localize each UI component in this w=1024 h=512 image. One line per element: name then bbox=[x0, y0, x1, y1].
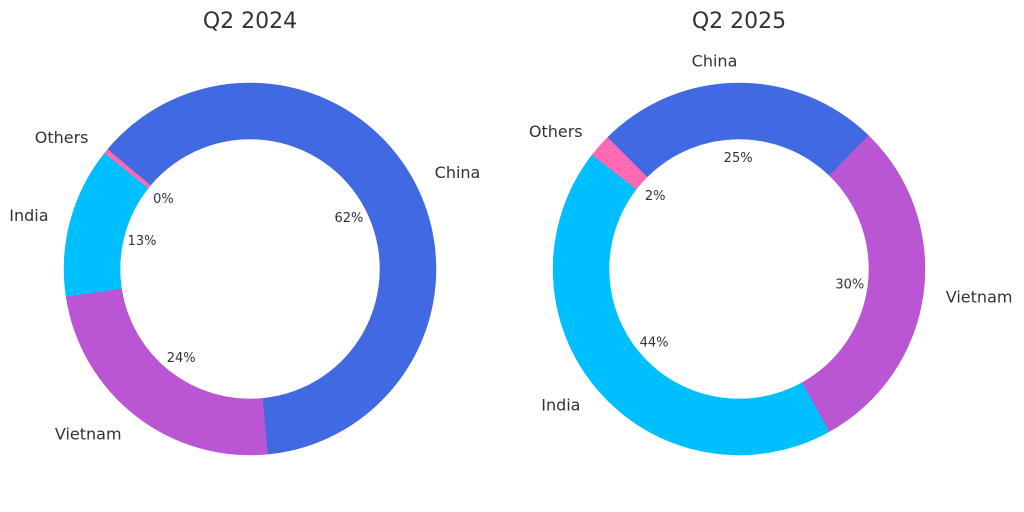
slice-percent-others: 2% bbox=[645, 189, 666, 204]
slice-percent-vietnam: 24% bbox=[167, 351, 196, 366]
slice-label-vietnam: Vietnam bbox=[55, 424, 122, 443]
slice-label-india: India bbox=[9, 206, 48, 225]
slice-vietnam bbox=[65, 288, 268, 456]
slice-percent-others: 0% bbox=[153, 192, 174, 207]
slice-percent-china: 25% bbox=[724, 151, 753, 166]
donut-slices bbox=[552, 82, 926, 456]
slice-label-china: China bbox=[435, 163, 481, 182]
slice-china bbox=[607, 82, 869, 178]
chart-title: Q2 2025 bbox=[692, 9, 786, 34]
donut-slices bbox=[63, 82, 437, 456]
slice-percent-china: 62% bbox=[335, 211, 364, 226]
slice-labels: China 25% Vietnam 30% India 44% Others 2% bbox=[529, 51, 1013, 414]
slice-china bbox=[107, 82, 437, 455]
slice-label-india: India bbox=[541, 396, 580, 415]
chart-title: Q2 2024 bbox=[203, 9, 297, 34]
donut-chart-q2-2025: Q2 2025 China 25% Vietnam 30% India 44% Others… bbox=[529, 9, 1013, 456]
slice-percent-vietnam: 30% bbox=[835, 278, 864, 293]
slice-label-china: China bbox=[692, 51, 738, 70]
slice-vietnam bbox=[801, 135, 926, 433]
slice-others bbox=[591, 137, 648, 190]
donut-chart-q2-2024: Q2 2024 China 62% Vietnam 24% India 13% Others… bbox=[9, 9, 480, 456]
slice-labels: China 62% Vietnam 24% India 13% Others 0% bbox=[9, 128, 480, 443]
slice-percent-india: 13% bbox=[128, 234, 157, 249]
slice-label-others: Others bbox=[35, 128, 89, 147]
slice-india bbox=[552, 154, 830, 456]
slice-label-vietnam: Vietnam bbox=[946, 287, 1013, 306]
slice-others bbox=[104, 149, 151, 189]
slice-percent-india: 44% bbox=[640, 336, 669, 351]
slice-label-others: Others bbox=[529, 122, 583, 141]
